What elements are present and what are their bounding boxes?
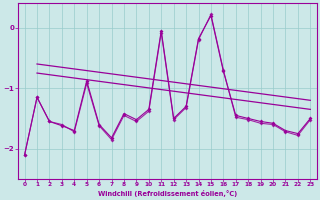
X-axis label: Windchill (Refroidissement éolien,°C): Windchill (Refroidissement éolien,°C) [98, 190, 237, 197]
